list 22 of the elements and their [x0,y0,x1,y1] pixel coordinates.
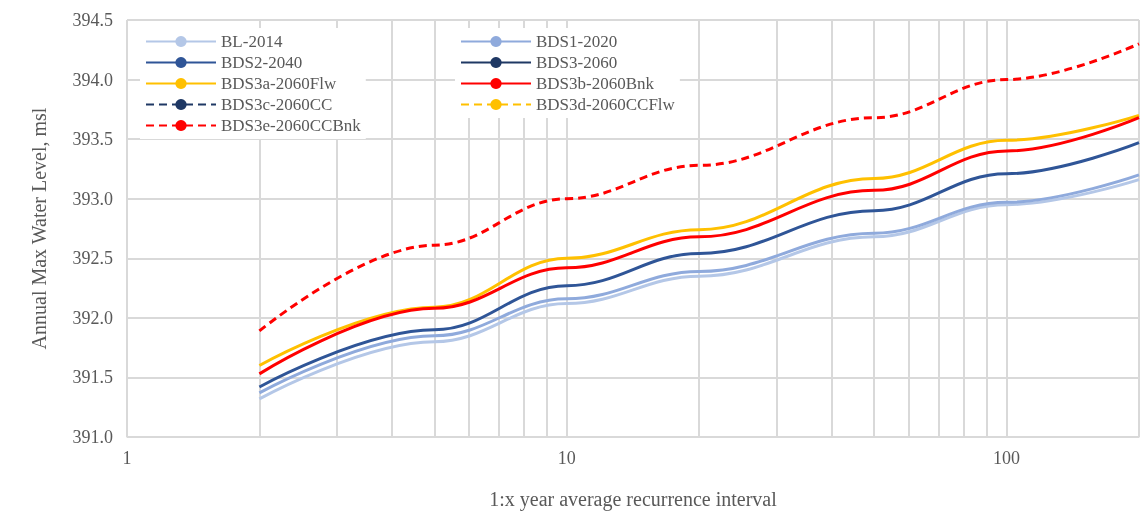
y-tick-label: 393.5 [72,129,113,150]
y-tick-label: 391.0 [72,427,113,447]
y-axis-title: Annual Max Water Level, msl [28,107,50,350]
y-tick-label: 392.5 [72,248,113,269]
y-tick-label: 392.0 [72,307,113,328]
legend-label: BDS3-2060 [536,53,618,72]
x-axis-title: 1:x year average recurrence interval [489,488,778,511]
legend-label: BL-2014 [221,32,283,51]
y-tick-label: 393.0 [72,188,113,209]
legend-label: BDS3d-2060CCFlw [536,95,676,114]
y-tick-label: 394.5 [72,10,113,30]
legend-label: BDS3b-2060Bnk [536,74,655,93]
y-tick-label: 394.0 [72,69,113,90]
legend-label: BDS2-2040 [221,53,303,72]
legend-label: BDS3e-2060CCBnk [221,116,362,135]
x-tick-label: 100 [993,448,1021,468]
legend-label: BDS3a-2060Flw [221,74,337,93]
x-tick-label: 1 [122,448,132,468]
legend-label: BDS3c-2060CC [221,95,333,114]
y-tick-label: 391.5 [72,367,113,388]
x-tick-label: 10 [557,448,576,468]
legend-label: BDS1-2020 [536,32,618,51]
